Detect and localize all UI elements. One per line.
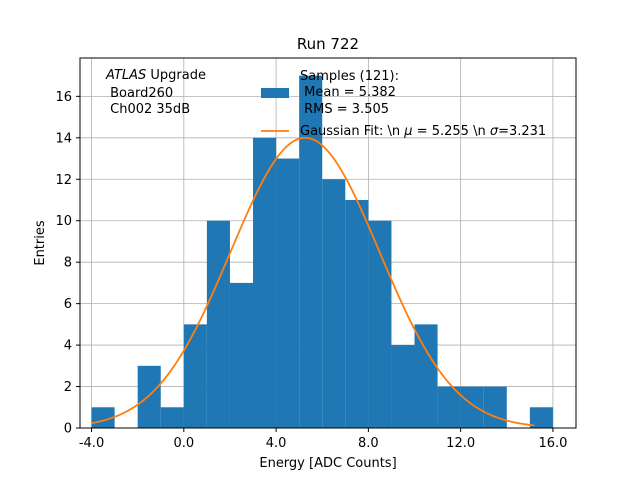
y-tick-label-3: 6 bbox=[64, 297, 72, 312]
x-axis-label: Energy [ADC Counts] bbox=[259, 456, 396, 471]
histogram-bar-16 bbox=[460, 386, 484, 428]
legend-samples-line-2: Mean = 5.382 bbox=[300, 85, 396, 100]
legend-fit-middle: = 5.255 \n bbox=[413, 124, 490, 139]
y-axis-ticks: 0 2 4 6 8 10 12 14 16 bbox=[55, 90, 80, 437]
x-tick-label-4: 12.0 bbox=[446, 436, 475, 451]
legend: Samples (121): Mean = 5.382 RMS = 3.505 … bbox=[261, 69, 546, 139]
legend-samples-line-1: Samples (121): bbox=[300, 69, 399, 84]
annotation-upgrade: Upgrade bbox=[146, 68, 206, 83]
x-tick-label-1: 0.0 bbox=[173, 436, 194, 451]
y-tick-label-5: 10 bbox=[55, 214, 72, 229]
y-tick-label-1: 2 bbox=[64, 380, 72, 395]
x-axis-ticks: -4.0 0.0 4.0 8.0 12.0 16.0 bbox=[79, 428, 567, 451]
x-tick-label-5: 16.0 bbox=[538, 436, 567, 451]
histogram-bars bbox=[91, 75, 553, 428]
x-tick-label-0: -4.0 bbox=[79, 436, 104, 451]
histogram-bar-11 bbox=[345, 199, 369, 428]
histogram-bar-14 bbox=[414, 324, 438, 428]
y-tick-label-0: 0 bbox=[64, 422, 72, 437]
histogram-bar-15 bbox=[437, 386, 461, 428]
histogram-bar-12 bbox=[368, 220, 392, 428]
histogram-bar-7 bbox=[253, 137, 277, 428]
gaussian-fit-curve bbox=[91, 136, 535, 427]
y-tick-label-8: 16 bbox=[55, 90, 72, 105]
annotation-line-3: Ch002 35dB bbox=[106, 102, 190, 117]
legend-samples-swatch bbox=[261, 88, 289, 98]
y-tick-label-2: 4 bbox=[64, 339, 72, 354]
y-axis-label: Entries bbox=[33, 220, 48, 266]
legend-fit-suffix: =3.231 bbox=[498, 124, 546, 139]
annotation-line-2: Board260 bbox=[106, 86, 173, 101]
histogram-bar-19 bbox=[529, 407, 553, 428]
chart-title: Run 722 bbox=[297, 35, 359, 53]
y-tick-label-4: 8 bbox=[64, 256, 72, 271]
histogram-bar-17 bbox=[483, 386, 507, 428]
histogram-bar-8 bbox=[276, 158, 300, 428]
histogram-bar-3 bbox=[160, 407, 184, 428]
plot-frame bbox=[79, 57, 577, 429]
histogram-bar-10 bbox=[322, 179, 346, 428]
legend-fit-prefix: Gaussian Fit: \n bbox=[300, 124, 404, 139]
atlas-annotation: ATLAS Upgrade Board260 Ch002 35dB bbox=[105, 68, 206, 117]
y-tick-label-6: 12 bbox=[55, 173, 72, 188]
x-tick-label-2: 4.0 bbox=[266, 436, 287, 451]
annotation-atlas: ATLAS bbox=[105, 68, 146, 83]
x-tick-label-3: 8.0 bbox=[358, 436, 379, 451]
histogram-bar-13 bbox=[391, 345, 415, 428]
legend-fit-label: Gaussian Fit: \n μ = 5.255 \n σ=3.231 bbox=[300, 124, 546, 139]
y-tick-label-7: 14 bbox=[55, 131, 72, 146]
legend-fit-mu: μ bbox=[403, 124, 412, 139]
annotation-line-1: ATLAS Upgrade bbox=[105, 68, 206, 83]
legend-samples-line-3: RMS = 3.505 bbox=[300, 102, 389, 117]
histogram-bar-9 bbox=[299, 75, 323, 428]
histogram-bar-6 bbox=[229, 282, 254, 428]
histogram-bar-5 bbox=[206, 220, 230, 428]
histogram-bar-2 bbox=[137, 365, 161, 428]
legend-fit-sigma: σ bbox=[490, 124, 499, 139]
histogram-bar-4 bbox=[183, 324, 207, 428]
